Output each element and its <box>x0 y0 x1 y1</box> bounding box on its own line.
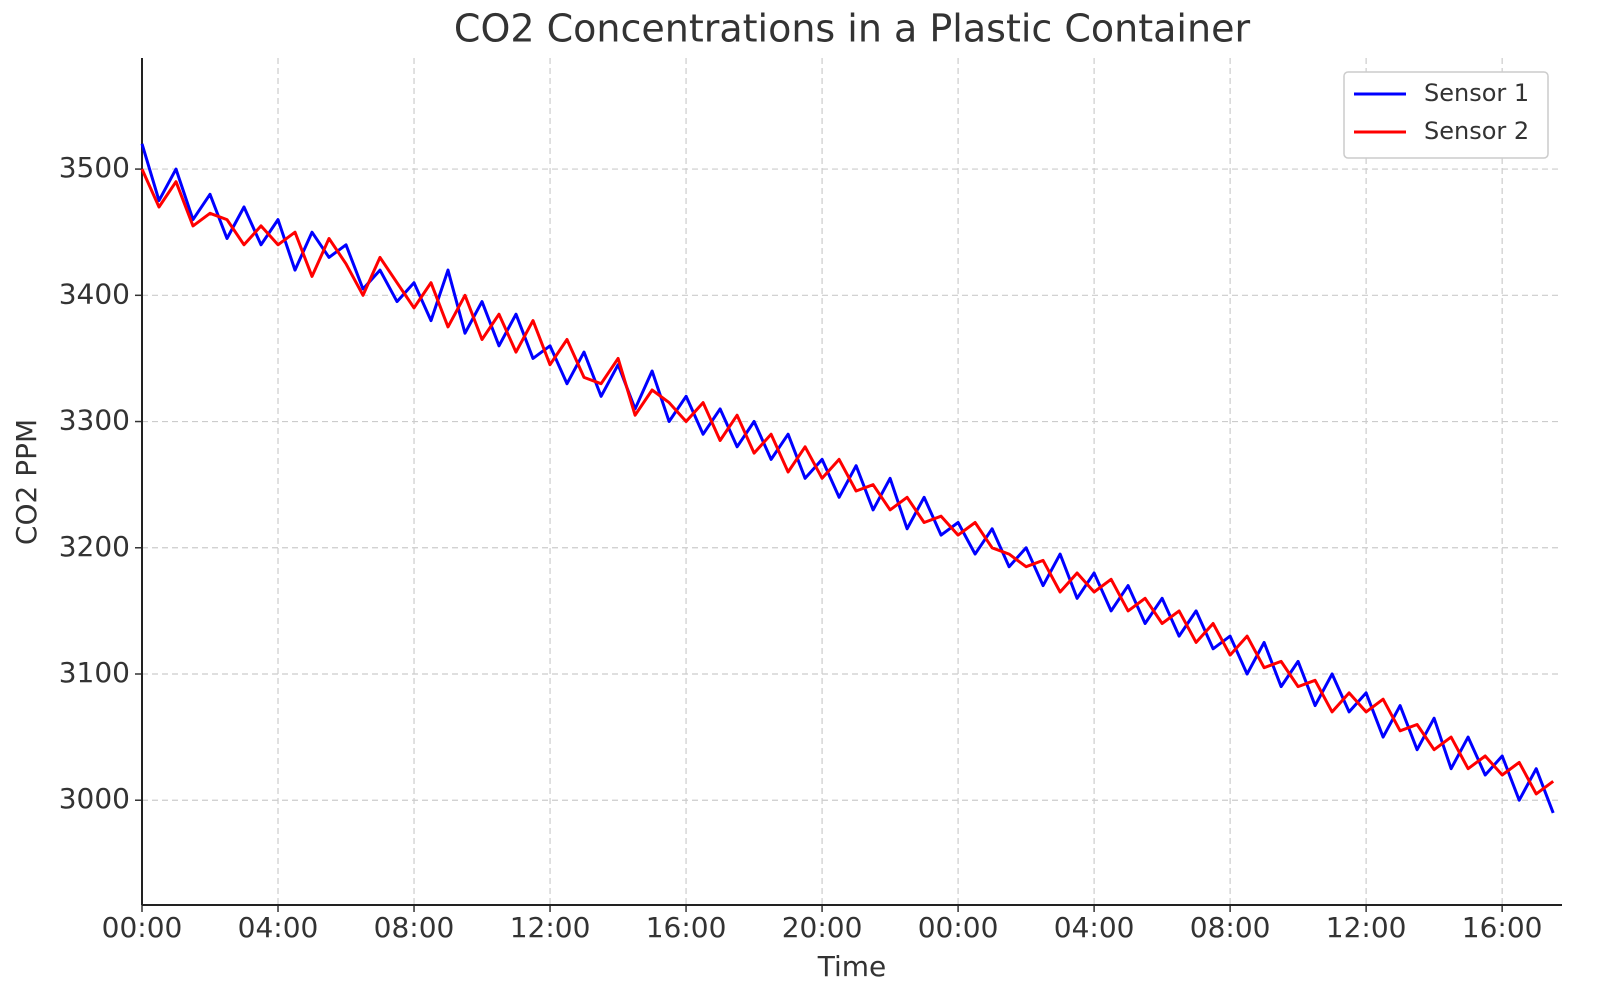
y-axis-label: CO2 PPM <box>10 419 43 545</box>
x-tick-label: 04:00 <box>238 911 319 944</box>
y-tick-label: 3100 <box>59 656 130 689</box>
legend-label: Sensor 1 <box>1424 79 1529 107</box>
x-tick-label: 12:00 <box>510 911 591 944</box>
x-tick-label: 20:00 <box>782 911 863 944</box>
x-tick-label: 00:00 <box>918 911 999 944</box>
chart-title: CO2 Concentrations in a Plastic Containe… <box>454 7 1251 51</box>
series-line <box>140 143 1555 814</box>
y-tick-label: 3400 <box>59 277 130 310</box>
x-tick-label: 08:00 <box>1190 911 1271 944</box>
x-tick-label: 16:00 <box>646 911 727 944</box>
x-tick-label: 08:00 <box>374 911 455 944</box>
y-tick-label: 3000 <box>59 782 130 815</box>
x-tick-label: 04:00 <box>1054 911 1135 944</box>
y-tick-label: 3200 <box>59 530 130 563</box>
legend-label: Sensor 2 <box>1424 117 1529 145</box>
x-tick-label: 12:00 <box>1326 911 1407 944</box>
series-line <box>140 168 1555 796</box>
x-tick-label: 16:00 <box>1462 911 1543 944</box>
x-tick-label: 00:00 <box>102 911 183 944</box>
legend: Sensor 1 Sensor 2 <box>1343 71 1549 159</box>
y-tick-label: 3500 <box>59 151 130 184</box>
y-tick-label: 3300 <box>59 404 130 437</box>
x-axis-label: Time <box>817 950 887 983</box>
